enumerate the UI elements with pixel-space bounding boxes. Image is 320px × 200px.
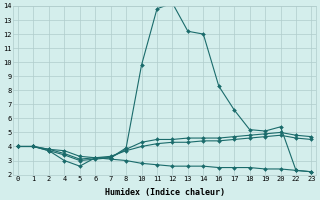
X-axis label: Humidex (Indice chaleur): Humidex (Indice chaleur) bbox=[105, 188, 225, 197]
